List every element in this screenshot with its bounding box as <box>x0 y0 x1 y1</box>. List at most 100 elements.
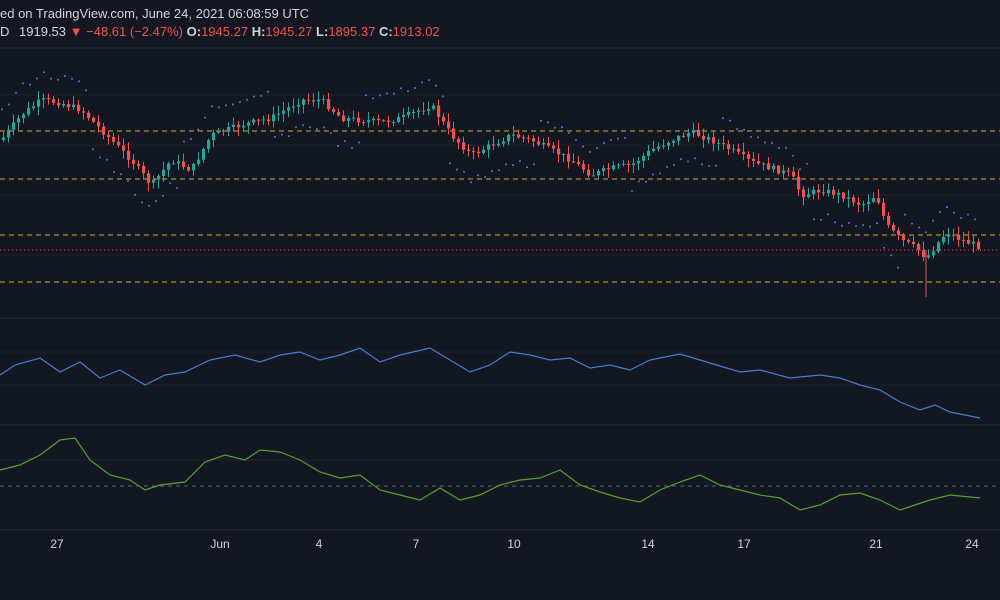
sar-dot <box>106 158 108 161</box>
candle-body <box>432 105 436 109</box>
candle-body <box>207 140 211 149</box>
close-label: C: <box>378 24 393 39</box>
candle-body <box>737 148 741 152</box>
sar-dot <box>358 141 360 144</box>
header-ohlc: D 1919.53 ▼ −48.61 (−2.47%) O:1945.27 H:… <box>0 24 440 39</box>
candle-body <box>972 241 976 244</box>
candle-body <box>482 149 486 153</box>
candle-body <box>512 134 516 136</box>
sar-dot <box>442 95 444 98</box>
sar-dot <box>645 180 647 183</box>
sar-dot <box>736 127 738 130</box>
candle-body <box>657 146 661 149</box>
sar-dot <box>953 211 955 214</box>
candle-body <box>857 202 861 205</box>
sar-dot <box>225 104 227 107</box>
candle-body <box>747 154 751 159</box>
sar-dot <box>190 138 192 141</box>
sar-dot <box>428 79 430 82</box>
x-tick-label: 17 <box>737 537 751 551</box>
candle-body <box>782 170 786 174</box>
sar-dot <box>694 157 696 160</box>
sar-dot <box>253 95 255 98</box>
candle-body <box>862 204 866 206</box>
sar-dot <box>267 90 269 93</box>
low-label: L: <box>316 24 329 39</box>
sar-dot <box>785 146 787 149</box>
sar-dot <box>519 159 521 162</box>
sar-dot <box>400 87 402 90</box>
candle-body <box>637 160 641 164</box>
sar-dot <box>687 160 689 163</box>
candle-body <box>17 118 21 123</box>
candle-body <box>607 168 611 170</box>
sar-dot <box>512 164 514 167</box>
sar-dot <box>176 186 178 189</box>
candle-body <box>642 155 646 161</box>
candle-body <box>627 163 631 165</box>
candle-body <box>632 163 636 165</box>
candle-body <box>867 201 871 205</box>
candle-body <box>332 109 336 112</box>
candle-body <box>12 122 16 130</box>
candle-body <box>442 116 446 122</box>
sar-dot <box>932 219 934 222</box>
sar-dot <box>204 116 206 119</box>
candle-body <box>757 161 761 164</box>
candle-body <box>347 118 351 121</box>
x-tick-label: 10 <box>507 537 521 551</box>
sar-dot <box>386 92 388 95</box>
candle-body <box>152 179 156 183</box>
candle-body <box>967 240 971 244</box>
candle-body <box>212 132 216 141</box>
candle-body <box>172 163 176 165</box>
candle-body <box>377 118 381 121</box>
sar-dot <box>939 211 941 214</box>
candle-body <box>887 215 891 225</box>
sar-dot <box>246 98 248 101</box>
sar-dot <box>330 132 332 135</box>
candle-body <box>257 119 261 121</box>
open-value: 1945.27 <box>201 24 249 39</box>
candle-body <box>842 192 846 199</box>
candle-body <box>457 138 461 143</box>
sar-dot <box>603 141 605 144</box>
candle-body <box>117 141 121 146</box>
candle-body <box>407 112 411 115</box>
candle-body <box>97 121 101 127</box>
sar-dot <box>652 173 654 176</box>
sar-dot <box>148 204 150 207</box>
sar-dot <box>764 141 766 144</box>
candle-body <box>952 234 956 236</box>
candle-body <box>287 107 291 111</box>
candle-body <box>717 142 721 144</box>
candle-body <box>182 161 186 167</box>
candle-body <box>727 144 731 150</box>
candle-body <box>417 110 421 112</box>
sar-dot <box>8 103 10 106</box>
sar-dot <box>862 224 864 227</box>
sar-dot <box>918 226 920 229</box>
candle-body <box>462 142 466 150</box>
sar-dot <box>806 162 808 165</box>
candle-body <box>397 116 401 123</box>
sar-dot <box>715 164 717 167</box>
candle-body <box>832 189 836 195</box>
candle-body <box>447 121 451 129</box>
sar-dot <box>344 140 346 143</box>
sar-dot <box>708 164 710 167</box>
candle-body <box>327 99 331 110</box>
candle-body <box>682 135 686 137</box>
grid-layer <box>0 47 1000 531</box>
sar-dot <box>673 163 675 166</box>
candle-body <box>962 239 966 241</box>
candle-body <box>472 151 476 153</box>
candle-body <box>617 164 621 166</box>
indicator-line-1 <box>0 347 981 419</box>
x-tick-label: 24 <box>965 537 979 551</box>
candle-body <box>412 111 416 113</box>
candle-body <box>92 117 96 122</box>
sar-dot <box>393 92 395 95</box>
sar-dot <box>743 128 745 131</box>
